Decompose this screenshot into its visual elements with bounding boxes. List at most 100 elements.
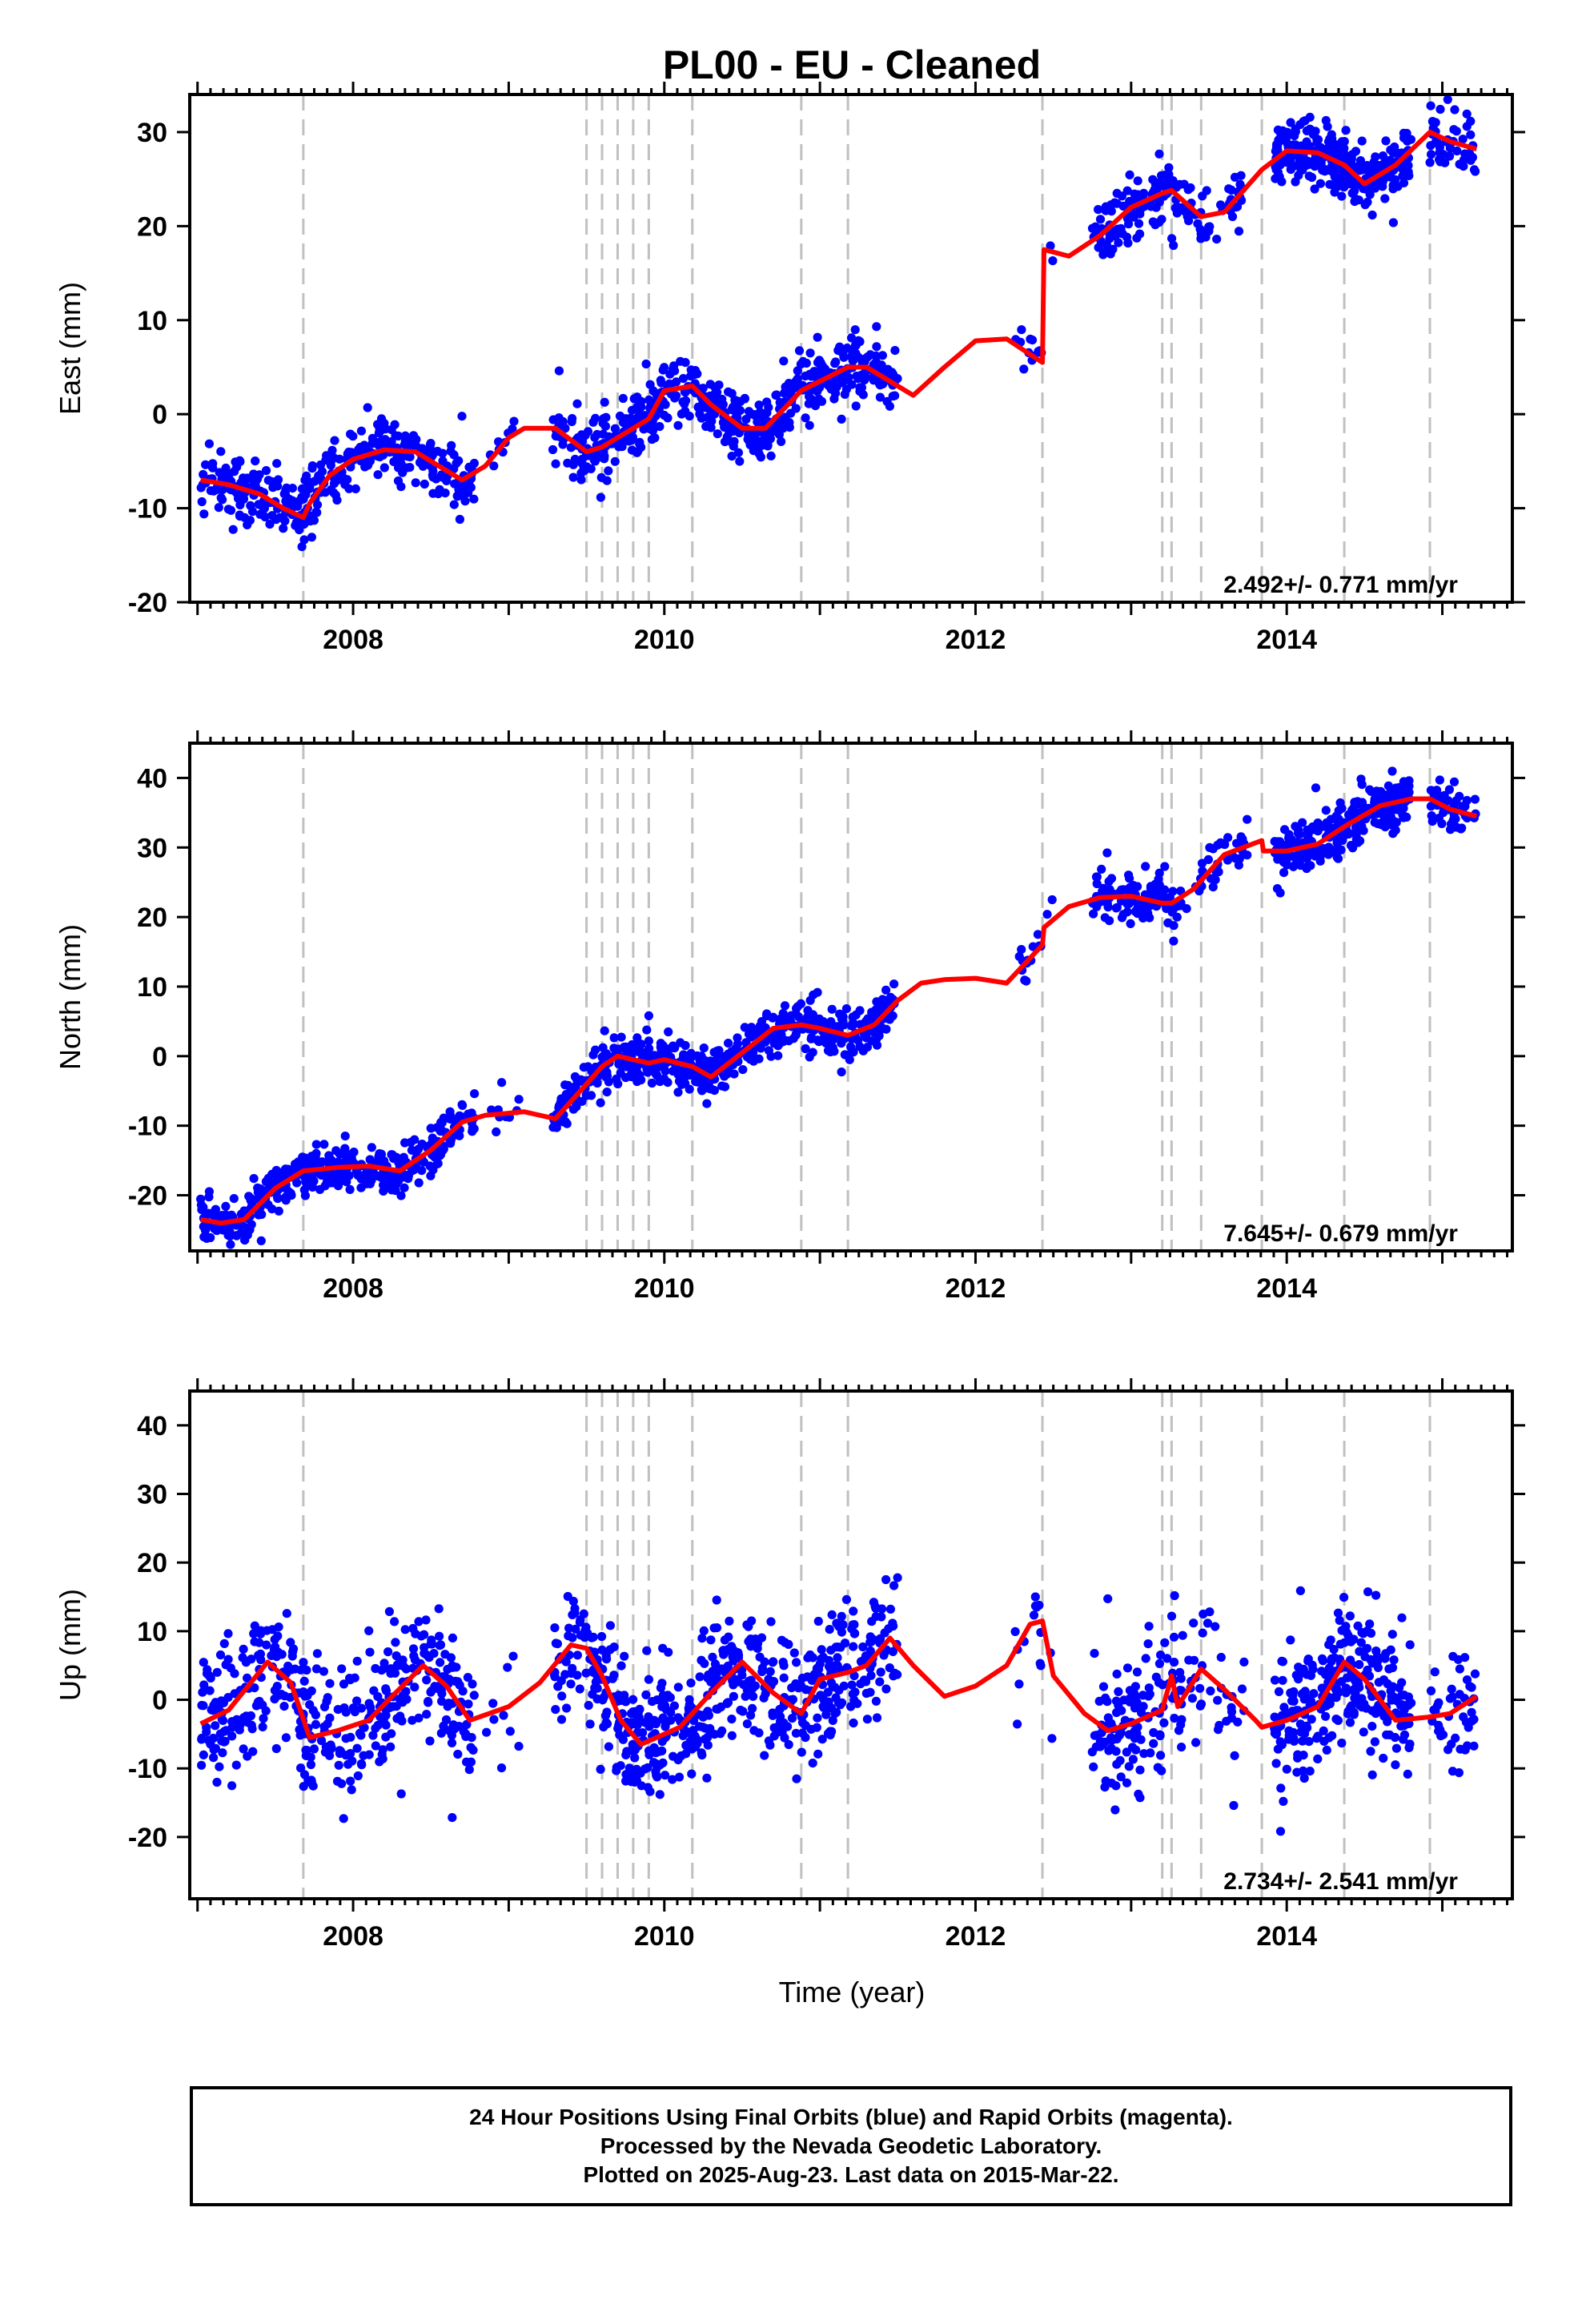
east-point xyxy=(813,387,822,396)
north-point xyxy=(317,1157,327,1167)
north-point xyxy=(1097,864,1106,874)
east-point xyxy=(1307,172,1317,183)
east-point xyxy=(1204,222,1214,231)
east-point xyxy=(396,482,406,492)
east-point xyxy=(793,374,802,384)
north-point xyxy=(1208,883,1218,892)
east-point xyxy=(615,411,625,421)
north-point xyxy=(1126,919,1135,928)
north-point xyxy=(240,1235,250,1244)
east-point xyxy=(1435,148,1444,158)
north-point xyxy=(805,1052,814,1062)
east-point xyxy=(1095,215,1106,224)
east-point xyxy=(1449,125,1459,135)
up-point xyxy=(656,1683,666,1693)
east-point xyxy=(1125,196,1134,207)
east-point xyxy=(678,374,689,384)
north-point xyxy=(1020,975,1030,985)
up-point xyxy=(1157,1766,1166,1775)
east-point xyxy=(340,480,350,489)
east-point xyxy=(1286,165,1295,175)
up-point xyxy=(436,1728,446,1738)
up-point xyxy=(1115,1755,1125,1765)
up-point xyxy=(889,1621,898,1631)
north-point xyxy=(1279,868,1289,878)
north-point xyxy=(702,1099,712,1108)
up-point xyxy=(793,1683,804,1693)
north-point xyxy=(255,1184,265,1194)
up-point xyxy=(448,1633,458,1642)
north-point xyxy=(1106,874,1117,883)
up-point xyxy=(215,1762,224,1771)
up-y-tick-label: 0 xyxy=(152,1686,167,1716)
up-point xyxy=(434,1604,444,1614)
up-point xyxy=(779,1673,789,1683)
east-point xyxy=(793,366,802,376)
up-point xyxy=(1166,1611,1177,1621)
up-point xyxy=(697,1634,707,1643)
north-point xyxy=(596,1098,605,1108)
east-point xyxy=(694,403,704,412)
north-point xyxy=(1332,843,1342,853)
up-point xyxy=(1132,1667,1142,1677)
east-point xyxy=(678,397,688,407)
up-point xyxy=(858,1642,868,1652)
up-point xyxy=(626,1771,636,1780)
north-point xyxy=(1160,862,1170,871)
up-point xyxy=(270,1686,279,1695)
east-point xyxy=(786,408,796,418)
up-point xyxy=(765,1667,775,1676)
up-point xyxy=(396,1695,405,1704)
east-point xyxy=(1150,220,1160,230)
up-point xyxy=(591,1677,601,1687)
east-point xyxy=(1358,165,1367,175)
up-point xyxy=(422,1710,432,1719)
north-point xyxy=(1271,838,1282,847)
up-point xyxy=(550,1623,560,1633)
east-point xyxy=(673,420,683,430)
up-point xyxy=(684,1703,693,1713)
up-point xyxy=(1092,1731,1102,1740)
up-point xyxy=(1170,1658,1179,1667)
up-point xyxy=(618,1735,628,1744)
up-point xyxy=(775,1704,785,1715)
east-point xyxy=(824,380,833,391)
up-point xyxy=(602,1655,612,1664)
east-point xyxy=(224,472,234,483)
north-point xyxy=(1160,885,1170,895)
up-point xyxy=(290,1664,300,1674)
up-point xyxy=(1371,1590,1381,1600)
east-point xyxy=(566,443,576,452)
up-point xyxy=(1453,1655,1463,1664)
up-point xyxy=(812,1663,821,1673)
east-point xyxy=(235,456,245,467)
up-point xyxy=(499,1711,508,1720)
east-point xyxy=(1234,227,1244,236)
up-point xyxy=(282,1609,291,1618)
north-point xyxy=(1351,834,1361,845)
north-point xyxy=(257,1209,267,1220)
north-point xyxy=(855,1006,865,1015)
up-point xyxy=(1363,1643,1372,1653)
up-point xyxy=(401,1687,411,1696)
east-point xyxy=(1236,171,1246,180)
north-point xyxy=(365,1179,375,1188)
north-point xyxy=(1203,854,1213,864)
up-point xyxy=(846,1702,856,1711)
east-point xyxy=(1216,200,1226,210)
east-point xyxy=(821,364,830,374)
east-point xyxy=(1426,141,1435,151)
north-point xyxy=(673,1088,683,1097)
up-point xyxy=(1112,1669,1122,1679)
up-point xyxy=(787,1683,797,1693)
east-point xyxy=(452,492,463,501)
up-point xyxy=(397,1716,407,1726)
north-point xyxy=(1351,822,1361,832)
north-point xyxy=(1146,885,1156,895)
east-point xyxy=(665,379,674,388)
east-point xyxy=(751,436,761,446)
up-point xyxy=(742,1685,752,1695)
up-point xyxy=(875,1634,885,1643)
up-point xyxy=(893,1573,902,1582)
east-point xyxy=(872,322,881,332)
